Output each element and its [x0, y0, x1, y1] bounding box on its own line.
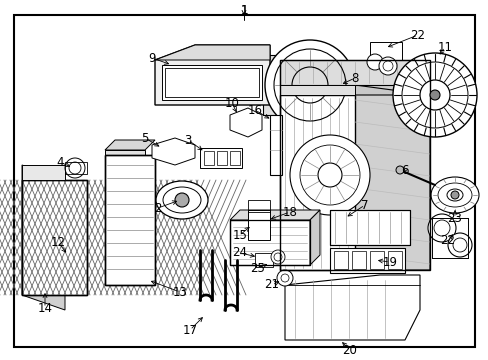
Circle shape [264, 40, 354, 130]
Bar [229, 151, 240, 165]
Polygon shape [105, 140, 155, 150]
Bar [22, 180, 87, 295]
Bar [351, 251, 365, 269]
Bar [387, 251, 401, 269]
Bar [329, 248, 404, 273]
Text: 21: 21 [264, 279, 279, 292]
Circle shape [276, 270, 292, 286]
Text: 22: 22 [409, 28, 425, 41]
Polygon shape [229, 210, 319, 220]
Text: 20: 20 [342, 343, 357, 356]
Polygon shape [309, 210, 319, 265]
Bar [254, 253, 272, 267]
Circle shape [447, 233, 471, 257]
Polygon shape [22, 165, 65, 180]
Text: 6: 6 [401, 163, 408, 176]
Circle shape [378, 57, 396, 75]
Polygon shape [155, 45, 269, 105]
Text: 18: 18 [282, 206, 297, 219]
Bar [369, 42, 401, 60]
Bar [269, 115, 282, 175]
Text: 2: 2 [154, 202, 162, 215]
Circle shape [427, 214, 455, 242]
Circle shape [450, 191, 458, 199]
Bar [280, 95, 354, 270]
Text: 1: 1 [240, 4, 247, 17]
Text: 12: 12 [50, 235, 65, 248]
Bar [247, 210, 269, 240]
Circle shape [392, 53, 476, 137]
Text: 5: 5 [141, 131, 148, 144]
Bar [164, 68, 259, 97]
Text: 10: 10 [224, 96, 239, 109]
Circle shape [429, 90, 439, 100]
Bar [329, 210, 409, 245]
Text: 16: 16 [247, 104, 262, 117]
Polygon shape [354, 85, 429, 270]
Bar [65, 162, 87, 174]
Polygon shape [280, 60, 429, 85]
Text: 15: 15 [232, 229, 247, 242]
Bar [105, 155, 155, 285]
Polygon shape [155, 45, 269, 60]
Polygon shape [105, 150, 145, 285]
Bar [333, 251, 347, 269]
Text: 4: 4 [56, 156, 63, 168]
Circle shape [366, 54, 382, 70]
Text: 11: 11 [437, 41, 451, 54]
Bar [22, 180, 87, 295]
Circle shape [175, 193, 189, 207]
Text: 13: 13 [172, 285, 187, 298]
Polygon shape [285, 275, 419, 340]
Text: 25: 25 [250, 261, 265, 274]
Text: 17: 17 [182, 324, 197, 337]
Text: 23: 23 [447, 212, 462, 225]
Circle shape [270, 250, 285, 264]
Circle shape [395, 166, 403, 174]
Text: 9: 9 [148, 51, 156, 64]
Text: 1: 1 [240, 4, 247, 17]
Text: 24: 24 [232, 247, 247, 260]
Circle shape [65, 158, 85, 178]
Polygon shape [22, 165, 65, 310]
Circle shape [289, 135, 369, 215]
Text: 19: 19 [382, 256, 397, 269]
Bar [217, 151, 226, 165]
Text: 3: 3 [184, 134, 191, 147]
Text: 14: 14 [38, 302, 52, 315]
Polygon shape [280, 85, 429, 95]
Bar [105, 155, 155, 285]
Polygon shape [229, 108, 262, 137]
Text: 8: 8 [350, 72, 358, 85]
Bar [329, 210, 409, 245]
Bar [162, 65, 262, 100]
Text: 7: 7 [361, 198, 368, 212]
Polygon shape [280, 85, 354, 95]
Bar [229, 220, 309, 265]
Bar [247, 200, 269, 212]
Bar [200, 148, 242, 168]
Bar [229, 220, 309, 265]
Bar [369, 251, 383, 269]
Bar [203, 151, 214, 165]
Ellipse shape [430, 177, 478, 213]
Text: 22: 22 [440, 234, 454, 247]
Polygon shape [263, 55, 285, 115]
Polygon shape [152, 138, 195, 165]
Ellipse shape [156, 181, 207, 219]
